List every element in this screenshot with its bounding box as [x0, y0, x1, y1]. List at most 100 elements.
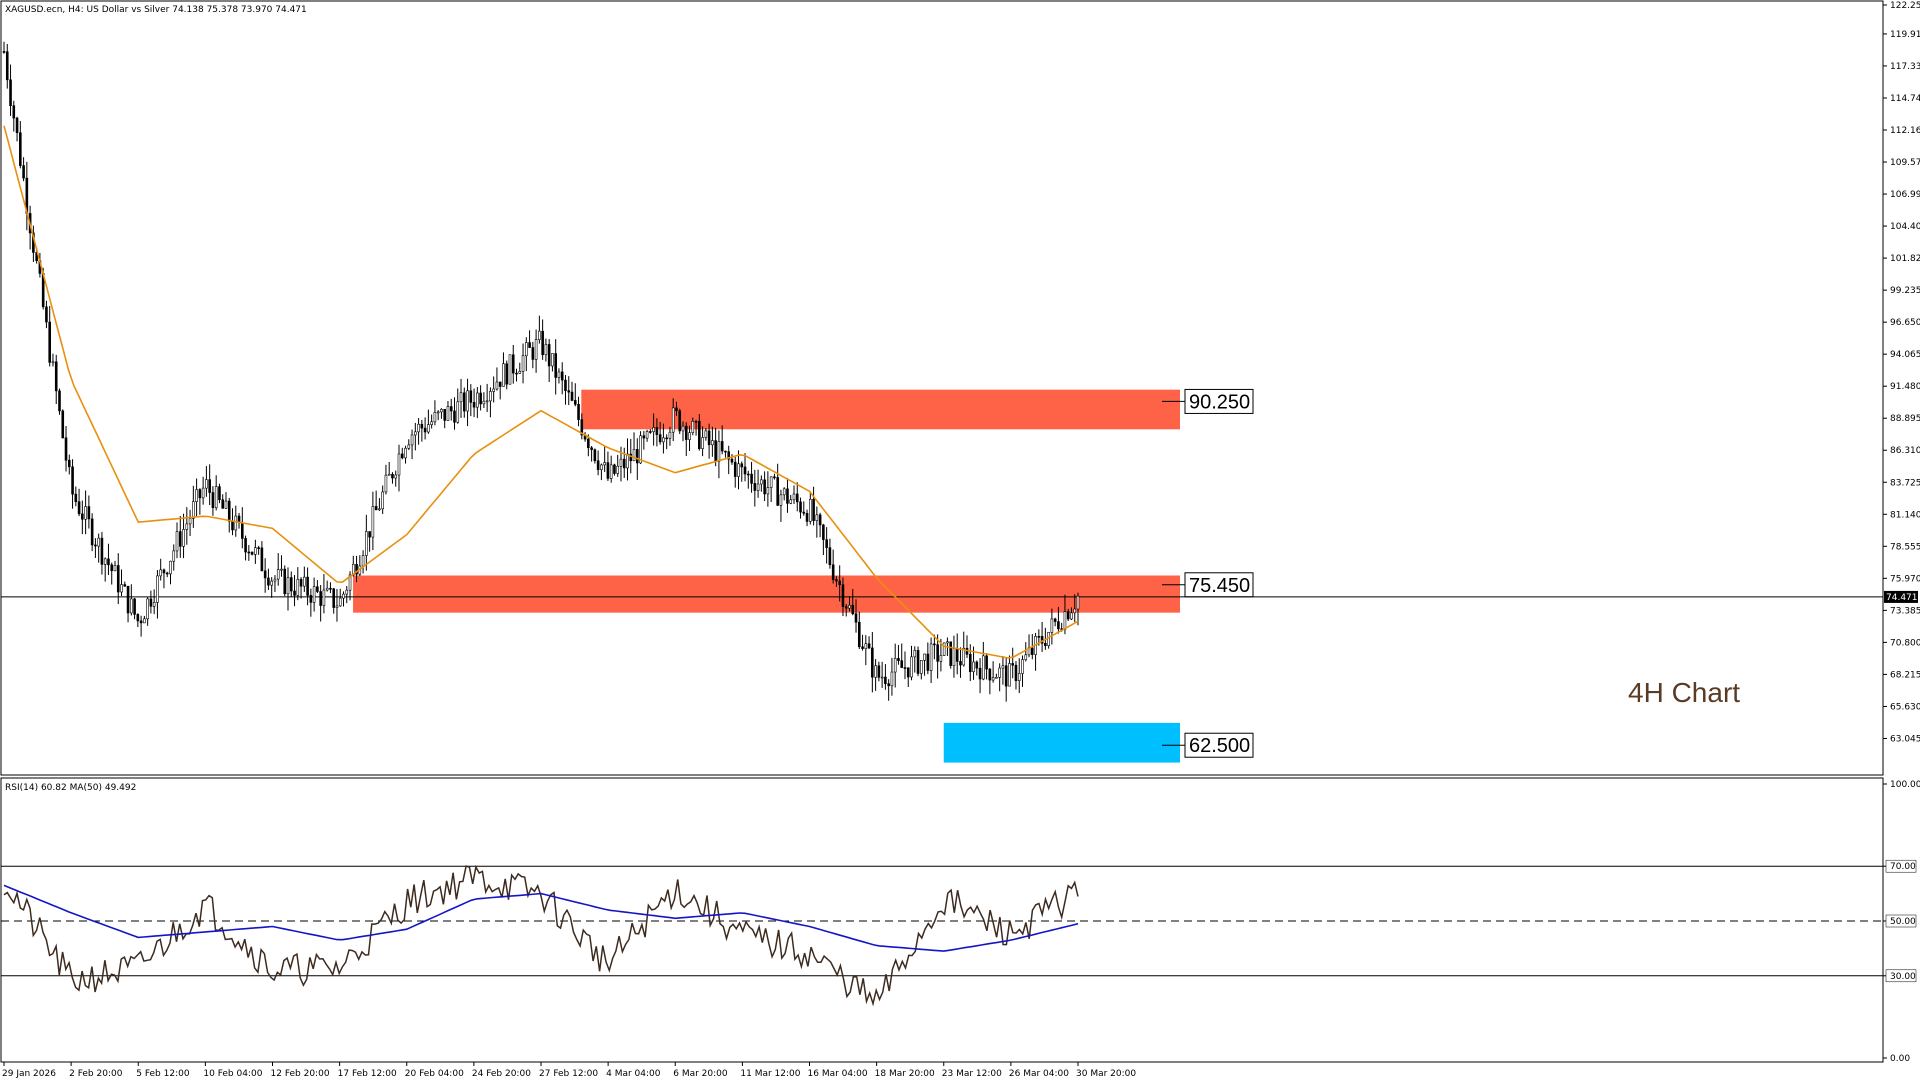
candle-body	[606, 462, 610, 479]
candle-body	[809, 499, 812, 522]
candle-body	[727, 451, 731, 460]
candle-body	[1063, 611, 1067, 630]
candle-body	[211, 492, 215, 509]
price-lines-layer	[3, 125, 1079, 659]
rsi-ma-line	[3, 884, 1079, 952]
candle-body	[972, 661, 975, 673]
candle-body	[449, 406, 453, 412]
candle-body	[410, 434, 414, 446]
candle-body	[45, 306, 48, 323]
rsi-line	[3, 864, 1079, 1007]
candle-body	[701, 437, 704, 449]
candle-body	[257, 547, 260, 549]
candle-body	[58, 390, 61, 412]
candle-body	[254, 547, 257, 555]
candle-body	[603, 462, 606, 466]
candle-body	[1024, 654, 1028, 660]
price-tick-label: 88.895	[1890, 414, 1920, 424]
candle-body	[541, 330, 544, 356]
zone-rect	[353, 575, 1180, 613]
candle-body	[446, 406, 450, 421]
candle-body	[812, 499, 815, 521]
candle-body	[978, 667, 982, 680]
candle-body	[717, 441, 721, 462]
candle-body	[433, 411, 437, 423]
candle-body	[926, 653, 930, 671]
time-tick-label: 16 Mar 04:00	[808, 1069, 868, 1079]
candle-body	[1030, 647, 1034, 655]
candle-body	[760, 479, 763, 485]
current-price-badge	[1884, 590, 1918, 603]
candle-body	[1037, 636, 1041, 638]
candle-body	[675, 407, 678, 412]
candle-body	[920, 660, 923, 674]
candle-body	[436, 411, 440, 414]
candle-body	[472, 402, 476, 408]
candle-body	[374, 506, 378, 511]
candle-body	[655, 427, 659, 435]
candle-body	[384, 474, 388, 493]
candle-body	[884, 676, 887, 684]
candle-body	[1076, 595, 1080, 610]
candle-body	[482, 400, 486, 405]
candle-body	[818, 514, 822, 526]
candle-body	[691, 421, 695, 433]
price-tick-label: 114.745	[1890, 94, 1920, 104]
candle-body	[276, 569, 280, 580]
candle-body	[613, 464, 616, 474]
candle-body	[309, 595, 313, 603]
candle-body	[338, 597, 342, 607]
candle-body	[417, 423, 420, 433]
candle-body	[769, 476, 773, 488]
time-tick-label: 17 Feb 12:00	[338, 1069, 397, 1079]
candle-body	[740, 463, 744, 468]
candle-body	[81, 513, 84, 520]
candle-body	[968, 653, 972, 673]
candle-body	[955, 648, 959, 662]
candle-body	[286, 577, 290, 595]
candle-body	[175, 531, 179, 552]
candle-body	[554, 353, 557, 378]
candle-body	[707, 430, 711, 446]
candle-body	[985, 655, 988, 670]
time-tick-label: 27 Feb 12:00	[539, 1069, 598, 1079]
candle-body	[165, 572, 169, 575]
candle-body	[489, 391, 492, 402]
candle-body	[681, 425, 685, 432]
candle-body	[244, 538, 247, 553]
candle-body	[639, 435, 642, 464]
candle-body	[877, 665, 881, 678]
candle-body	[848, 604, 851, 609]
candle-body	[1050, 618, 1054, 633]
rsi-tick-label: 30.00	[1890, 972, 1916, 982]
candle-body	[84, 506, 87, 520]
candle-body	[1044, 642, 1047, 647]
candle-body	[688, 432, 691, 440]
rsi-tick-label: 70.00	[1890, 862, 1916, 872]
candle-body	[515, 372, 518, 375]
zone-label: 90.250	[1189, 391, 1250, 413]
candle-body	[1073, 608, 1077, 614]
candle-body	[564, 379, 567, 391]
candle-body	[704, 430, 708, 438]
candle-body	[335, 605, 339, 608]
candle-body	[205, 479, 208, 489]
candle-body	[995, 677, 998, 679]
candle-body	[169, 560, 172, 575]
candle-body	[946, 641, 949, 644]
candle-body	[319, 591, 322, 606]
time-tick-label: 24 Feb 20:00	[472, 1069, 531, 1079]
candle-body	[795, 493, 799, 503]
time-tick-label: 6 Mar 20:00	[673, 1069, 728, 1079]
candle-body	[299, 579, 303, 587]
candle-body	[192, 501, 195, 519]
candle-body	[841, 584, 845, 607]
candle-body	[890, 671, 894, 687]
candle-body	[221, 499, 225, 509]
candle-body	[77, 501, 81, 515]
zone-label-box	[1184, 388, 1254, 414]
candle-body	[521, 355, 525, 372]
zone-label-box	[1184, 732, 1254, 758]
candle-body	[668, 431, 672, 439]
candle-body	[626, 453, 629, 469]
